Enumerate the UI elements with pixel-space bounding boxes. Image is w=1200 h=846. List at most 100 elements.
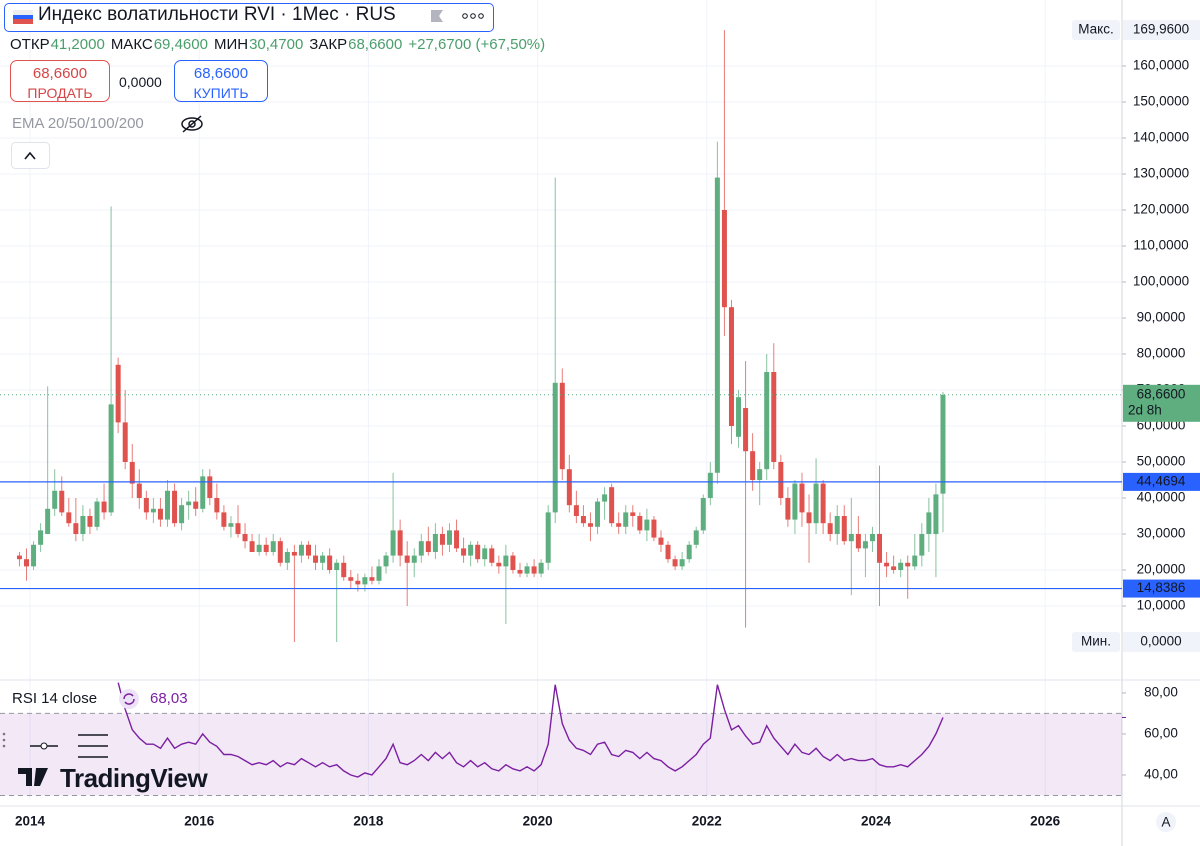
candle-body bbox=[545, 512, 551, 563]
candle-body bbox=[390, 530, 396, 556]
candle-body bbox=[397, 530, 403, 556]
candle-body bbox=[630, 512, 636, 516]
candle-body bbox=[73, 523, 79, 534]
change: +27,6700 (+67,50%) bbox=[408, 36, 546, 53]
y-tick-label: 50,0000 bbox=[1137, 454, 1186, 469]
spread: 0,0000 bbox=[119, 74, 162, 90]
title: Индекс волатильности RVI · 1Мес · RUS bbox=[38, 4, 396, 25]
candle-body bbox=[404, 555, 410, 563]
candle-body bbox=[869, 533, 875, 542]
candle-body bbox=[602, 494, 608, 502]
candle-body bbox=[284, 551, 290, 563]
candle-body bbox=[150, 508, 156, 513]
candle-body bbox=[291, 551, 297, 556]
x-tick-label: 2016 bbox=[184, 814, 215, 829]
toolbar[interactable] bbox=[0, 726, 120, 786]
candle-body bbox=[468, 544, 474, 556]
candle-body bbox=[52, 490, 58, 509]
candle-body bbox=[157, 508, 163, 520]
collapse-button[interactable] bbox=[11, 142, 51, 170]
auto-scale-button[interactable] bbox=[1156, 812, 1176, 832]
candle-body bbox=[235, 523, 241, 534]
candle-body bbox=[623, 512, 629, 527]
candle-body bbox=[820, 483, 826, 524]
candle-body bbox=[298, 544, 304, 556]
candle-body bbox=[813, 483, 819, 524]
candle-body bbox=[566, 469, 572, 506]
candle-body bbox=[503, 555, 509, 567]
rsi-label: RSI 14 close bbox=[12, 690, 98, 707]
candle-body bbox=[108, 404, 114, 513]
candle-body bbox=[750, 451, 756, 480]
candle-body bbox=[355, 580, 361, 585]
candle-body bbox=[94, 501, 100, 527]
candle-body bbox=[524, 566, 530, 574]
candle-body bbox=[912, 555, 918, 567]
candle-body bbox=[270, 541, 276, 552]
candle-body bbox=[559, 382, 565, 470]
candle-body bbox=[38, 530, 44, 545]
candle-body bbox=[411, 555, 417, 563]
y-tick-label: 110,0000 bbox=[1133, 238, 1188, 253]
candle-body bbox=[277, 541, 283, 563]
candle-body bbox=[179, 505, 185, 524]
candle-body bbox=[418, 541, 424, 556]
candle-body bbox=[489, 548, 495, 563]
sell-button[interactable]: 68,6600 ПРОДАТЬ bbox=[10, 60, 110, 102]
ohlc-label: МИН bbox=[213, 36, 249, 53]
candle-body bbox=[891, 566, 897, 570]
sell-label: ПРОДАТЬ bbox=[27, 85, 93, 101]
symbol-box[interactable] bbox=[4, 3, 494, 32]
candle-body bbox=[827, 523, 833, 534]
candle-body bbox=[651, 519, 657, 538]
max-name: Макс. bbox=[1078, 22, 1113, 37]
hide-icon[interactable] bbox=[180, 114, 206, 134]
y-tick-label: 80,0000 bbox=[1137, 346, 1186, 361]
candle-body bbox=[320, 555, 326, 563]
y-tick-label: 120,0000 bbox=[1133, 202, 1189, 217]
candle-body bbox=[884, 562, 890, 567]
candle-body bbox=[728, 307, 734, 426]
ohlc-value: 69,4600 bbox=[153, 36, 208, 53]
y-tick-label: 30,0000 bbox=[1137, 526, 1186, 541]
y-tick-label: 130,0000 bbox=[1133, 166, 1189, 181]
x-tick-label: 2020 bbox=[523, 814, 553, 829]
axis-panel bbox=[1122, 0, 1200, 846]
candle-body bbox=[334, 562, 340, 570]
candle-body bbox=[446, 530, 452, 545]
price-label-bg bbox=[1123, 579, 1200, 598]
price-label: 14,8386 bbox=[1137, 580, 1186, 595]
candle-body bbox=[16, 555, 22, 560]
candle-body bbox=[855, 533, 861, 549]
candle-body bbox=[172, 490, 178, 524]
candle-body bbox=[87, 515, 93, 527]
y-tick-label: 160,0000 bbox=[1133, 58, 1189, 73]
candle-body bbox=[714, 177, 720, 473]
x-tick-label: 2026 bbox=[1030, 814, 1061, 829]
candle-body bbox=[848, 533, 854, 542]
candle-body bbox=[637, 515, 643, 531]
candle-body bbox=[115, 364, 121, 423]
candle-body bbox=[425, 541, 431, 552]
candle-body bbox=[743, 407, 749, 452]
buy-button[interactable]: 68,6600 КУПИТЬ bbox=[174, 60, 268, 102]
candle-body bbox=[531, 566, 537, 574]
candle-body bbox=[256, 544, 262, 552]
candle-body bbox=[877, 533, 883, 563]
rsi-value: 68,03 bbox=[150, 690, 188, 707]
ohlc-value: 68,6600 bbox=[348, 36, 403, 53]
candle-body bbox=[221, 512, 227, 527]
candle-body bbox=[736, 397, 742, 437]
y-tick-label: 140,0000 bbox=[1133, 130, 1189, 145]
price-label-bg bbox=[1123, 472, 1200, 491]
candle-body bbox=[207, 476, 213, 498]
candle-body bbox=[24, 559, 30, 567]
y-tick-label: 10,0000 bbox=[1137, 598, 1186, 613]
candle-body bbox=[482, 548, 488, 560]
candle-body bbox=[461, 548, 467, 556]
candle-body bbox=[799, 483, 805, 513]
ohlc-label: МАКС bbox=[110, 36, 153, 53]
x-tick-label: 2024 bbox=[861, 814, 892, 829]
candle-body bbox=[757, 469, 763, 480]
